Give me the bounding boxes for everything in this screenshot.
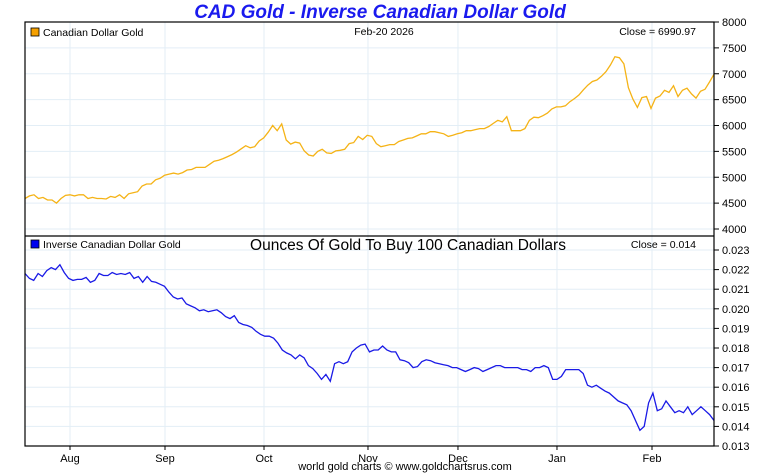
y-tick-label: 6500: [722, 95, 746, 107]
y-tick-label: 0.016: [722, 382, 750, 394]
legend-label-inverse-canadian-dollar-gold: Inverse Canadian Dollar Gold: [43, 239, 181, 251]
y-tick-label: 0.023: [722, 245, 750, 257]
grid-layer: [25, 22, 714, 446]
y-tick-label: 0.015: [722, 402, 750, 414]
y-tick-label: 6000: [722, 121, 746, 133]
y-tick-label: 0.018: [722, 343, 750, 355]
y-tick-label: 0.019: [722, 323, 750, 335]
y-tick-label: 0.021: [722, 284, 750, 296]
legend-swatch-canadian-dollar-gold: [30, 27, 40, 37]
x-axis: Aug Sep Oct Nov Dec Jan Feb: [60, 446, 661, 465]
close-label-bottom: Close = 0.014: [631, 239, 696, 251]
x-tick-label: Feb: [643, 453, 662, 465]
top-y-axis: 4000 4500 5000 5500 6000 6500 7000 7500 8000: [714, 17, 746, 236]
date-label: Feb-20 2026: [354, 26, 414, 38]
x-tick-label: Aug: [60, 453, 80, 465]
y-tick-label: 7500: [722, 43, 746, 55]
legend-label-canadian-dollar-gold: Canadian Dollar Gold: [43, 27, 144, 39]
bottom-panel: Inverse Canadian Dollar Gold Ounces Of G…: [24, 237, 750, 453]
y-tick-label: 0.013: [722, 441, 750, 453]
y-tick-label: 0.017: [722, 363, 750, 375]
y-tick-label: 8000: [722, 17, 746, 29]
x-tick-label: Jan: [548, 453, 566, 465]
bottom-panel-title: Ounces Of Gold To Buy 100 Canadian Dolla…: [250, 237, 566, 254]
y-tick-label: 0.022: [722, 265, 750, 277]
y-tick-label: 0.014: [722, 421, 750, 433]
x-tick-label: Nov: [358, 453, 378, 465]
y-tick-label: 4500: [722, 198, 746, 210]
x-tick-label: Dec: [448, 453, 468, 465]
y-tick-label: 5000: [722, 172, 746, 184]
chart-title: CAD Gold - Inverse Canadian Dollar Gold: [194, 2, 566, 23]
footer-credit: world gold charts © www.goldchartsrus.co…: [298, 461, 512, 473]
x-tick-label: Sep: [155, 453, 175, 465]
canadian-dollar-gold-line: [24, 55, 715, 204]
top-panel: Canadian Dollar Gold Feb-20 2026 Close =…: [24, 17, 746, 236]
y-tick-label: 7000: [722, 69, 746, 81]
close-label-top: Close = 6990.97: [619, 26, 696, 38]
y-tick-label: 0.020: [722, 304, 750, 316]
plot-frame: [24, 21, 715, 447]
y-tick-label: 4000: [722, 224, 746, 236]
inverse-canadian-dollar-gold-line: [24, 263, 715, 432]
x-tick-label: Oct: [255, 453, 272, 465]
legend-swatch-inverse-canadian-dollar-gold: [30, 239, 40, 249]
bottom-y-axis: 0.013 0.014 0.015 0.016 0.017 0.018 0.019 0.020…: [714, 245, 750, 453]
y-tick-label: 5500: [722, 146, 746, 158]
